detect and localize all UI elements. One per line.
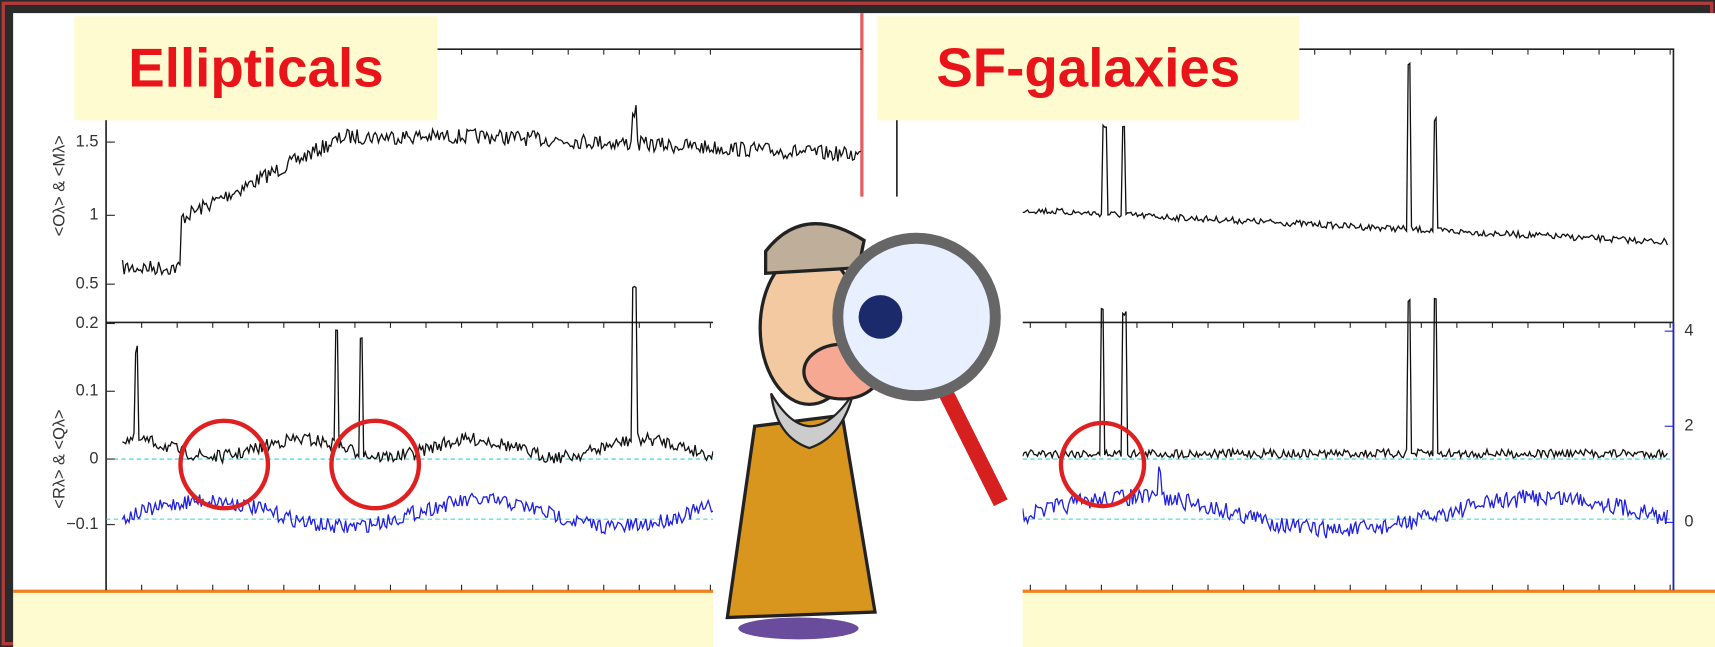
- tick-label: 1.5: [76, 132, 99, 150]
- tick-label: 0.5: [76, 274, 99, 292]
- plots: 1.5 1 0.5 0.2 0.1 0 −0.1 4 2 0 <Oλ> & <Mλ> <Rλ> & <…: [50, 48, 1693, 591]
- axis-label: <Oλ> & <Mλ>: [50, 135, 68, 236]
- tick-label: 0.1: [76, 382, 99, 400]
- axis-label: <Rλ> & <Qλ>: [50, 409, 68, 508]
- tick-label: −0.1: [66, 515, 98, 533]
- highlight-circle: [329, 418, 422, 511]
- highlight-circle: [178, 418, 271, 511]
- panel-title: SF-galaxies: [936, 38, 1240, 99]
- highlight-circle: [1058, 420, 1147, 509]
- detective-illustration: [713, 196, 1023, 647]
- tick-label: 0.2: [76, 314, 99, 332]
- spectrum: [1022, 297, 1668, 461]
- tick-label: 2: [1684, 417, 1693, 435]
- tick-label: 0: [89, 449, 98, 467]
- tick-label: 0: [1684, 513, 1693, 531]
- tick-label: 1: [89, 206, 98, 224]
- spectrum: [121, 105, 862, 277]
- title-box: [877, 16, 1300, 121]
- spectrum: [1022, 62, 1669, 246]
- spectrum: [121, 492, 714, 535]
- title-box: [74, 16, 438, 121]
- tick-label: 4: [1684, 321, 1693, 339]
- panel-title: Ellipticals: [128, 38, 383, 99]
